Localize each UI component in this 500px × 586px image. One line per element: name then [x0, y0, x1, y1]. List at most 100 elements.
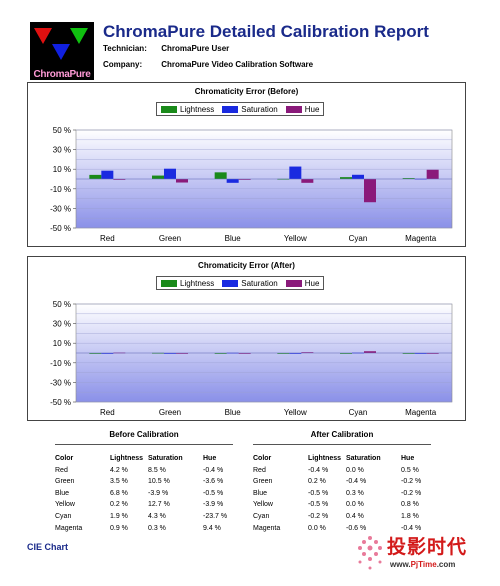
table-cell: 1.8 % — [401, 513, 419, 520]
table-title: After Calibration — [310, 430, 374, 439]
table-row: Yellow 0.2 % 12.7 % -3.9 % — [55, 501, 233, 512]
x-tick-label: Green — [159, 408, 181, 417]
chart-before-plot: 50 % 30 % 10 % -10 % -30 % -50 % Red Green Blue Y… — [50, 126, 453, 243]
x-tick-label: Red — [100, 234, 115, 243]
legend-label: Lightness — [180, 278, 215, 288]
bar-hue-red — [113, 179, 126, 180]
bar-lightness-blue — [214, 172, 227, 179]
legend-swatch — [285, 105, 302, 113]
cie-chart-heading: CIE Chart — [27, 542, 69, 552]
bar-saturation-magenta — [414, 353, 427, 354]
column-header: Hue — [203, 455, 217, 462]
table-cell: -23.7 % — [203, 513, 228, 520]
table-cell: -3.9 % — [203, 501, 224, 509]
table-cell: 3.5 % — [110, 478, 128, 486]
table-cell: -0.5 % — [308, 501, 329, 509]
column-header: Color — [253, 455, 272, 462]
table-cell: 0.0 % — [346, 466, 364, 474]
technician-label: Technician: — [103, 44, 147, 53]
x-tick-label: Cyan — [349, 234, 368, 243]
table-cell: -0.5 % — [203, 489, 224, 497]
table-cell: 0.2 % — [308, 478, 326, 486]
table-cell: 6.8 % — [110, 489, 128, 497]
watermark-url: www.PjTime.com — [390, 560, 455, 569]
table-cell: 0.3 % — [346, 489, 364, 497]
y-tick-label: 10 % — [53, 339, 71, 348]
table-cell: -3.6 % — [203, 478, 224, 486]
x-tick-label: Yellow — [284, 408, 307, 417]
column-header: Hue — [401, 455, 415, 462]
table-cell: 1.9 % — [110, 513, 128, 520]
legend-label: Lightness — [180, 104, 215, 114]
table-rule — [55, 444, 233, 445]
legend-swatch — [161, 279, 177, 287]
table-cell: Red — [253, 466, 266, 474]
x-tick-label: Red — [100, 408, 115, 417]
column-header: Lightness — [308, 455, 342, 462]
x-tick-label: Magenta — [405, 408, 437, 417]
table-row: Cyan -0.2 % 0.4 % 1.8 % — [253, 513, 431, 524]
legend-lightness: Lightness — [161, 105, 214, 114]
table-cell: 4.2 % — [110, 466, 128, 474]
table-rule — [253, 444, 431, 445]
y-tick-label: 50 % — [53, 126, 71, 135]
table-cell: 0.9 % — [110, 524, 128, 532]
table-cell: Green — [253, 478, 273, 486]
table-cell: 12.7 % — [148, 501, 170, 509]
table-cell: 0.5 % — [401, 466, 419, 474]
table-cell: 0.8 % — [401, 501, 419, 509]
table-cell: Blue — [253, 489, 268, 497]
bar-saturation-blue — [226, 179, 239, 183]
technician-value: ChromaPure User — [161, 44, 230, 53]
y-tick-label: 30 % — [53, 320, 71, 329]
column-header: Saturation — [346, 455, 381, 462]
bar-lightness-magenta — [402, 353, 415, 354]
y-tick-label: 10 % — [53, 165, 71, 174]
x-tick-label: Green — [159, 234, 181, 243]
table-row: Magenta 0.9 % 0.3 % 9.4 % — [55, 525, 233, 536]
table-cell: -0.4 % — [346, 478, 367, 486]
table-cell: -0.4 % — [308, 466, 329, 474]
bar-hue-cyan — [364, 179, 376, 203]
watermark-text: 投影时代 — [387, 537, 468, 558]
legend-saturation: Saturation — [222, 279, 278, 288]
y-tick-label: -10 % — [50, 359, 71, 368]
column-header: Color — [55, 455, 74, 462]
chart-before-panel: Chromaticity Error (Before) Lightness Sa… — [27, 82, 466, 247]
bar-hue-cyan — [364, 351, 376, 353]
chromapure-logo: ChromaPure — [30, 22, 94, 80]
bar-lightness-red — [89, 174, 102, 179]
table-row: Magenta 0.0 % -0.6 % -0.4 % — [253, 525, 431, 536]
table-row: Green 3.5 % 10.5 % -3.6 % — [55, 478, 233, 489]
before-calibration-table: Before Calibration Color Lightness Saturati… — [55, 430, 233, 532]
watermark-dots-icon — [358, 536, 382, 570]
chart-before-title: Chromaticity Error (Before) — [194, 87, 299, 96]
company-label: Company: — [103, 60, 143, 69]
table-cell: 0.2 % — [110, 501, 128, 509]
table-cell: 0.3 % — [148, 524, 166, 532]
table-cell: Cyan — [55, 513, 72, 520]
legend-hue: Hue — [285, 279, 319, 288]
chart-before-legend: Lightness Saturation Hue — [156, 102, 325, 116]
table-cell: 0.4 % — [346, 513, 364, 520]
bar-saturation-red — [101, 353, 114, 354]
bar-lightness-blue — [214, 353, 227, 354]
chart-after-title: Chromaticity Error (After) — [198, 261, 295, 270]
y-tick-label: 30 % — [53, 146, 71, 155]
table-cell: Green — [55, 478, 75, 486]
table-cell: Yellow — [253, 501, 273, 509]
legend-saturation: Saturation — [222, 105, 278, 114]
bar-lightness-magenta — [402, 178, 415, 179]
legend-hue: Hue — [285, 104, 320, 114]
table-cell: -0.4 % — [203, 466, 224, 474]
table-cell: -0.4 % — [401, 524, 422, 532]
table-cell: Red — [55, 466, 68, 474]
table-cell: 10.5 % — [148, 478, 170, 486]
table-cell: Magenta — [55, 524, 83, 532]
bar-lightness-cyan — [340, 177, 352, 179]
y-tick-label: -10 % — [50, 185, 71, 194]
bar-lightness-cyan — [340, 353, 352, 354]
table-cell: -0.2 % — [401, 478, 422, 486]
legend-label: Hue — [304, 104, 320, 114]
table-cell: 0.0 % — [346, 501, 364, 509]
